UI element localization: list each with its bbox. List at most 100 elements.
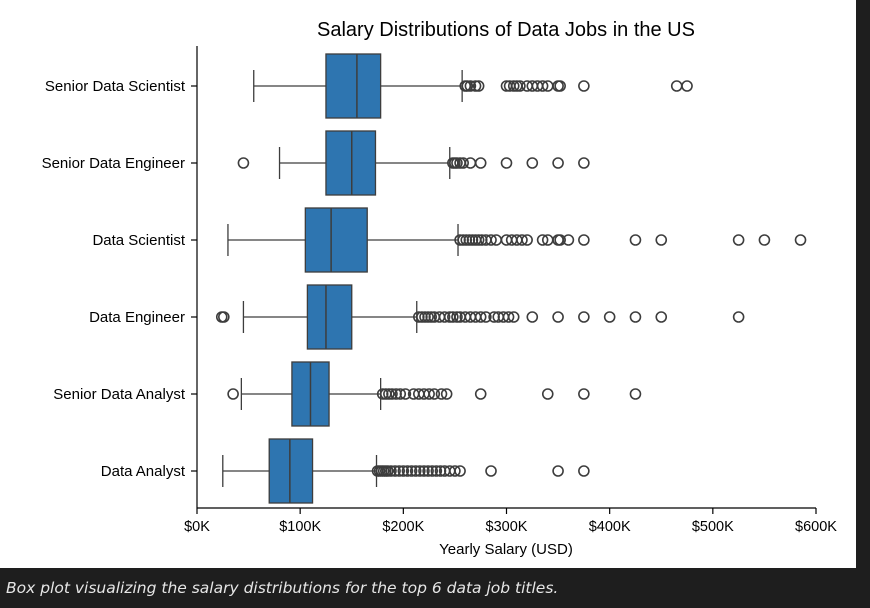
outlier-point — [629, 234, 642, 246]
outlier-point — [457, 157, 469, 169]
outlier-point — [383, 388, 395, 400]
outlier-point — [794, 234, 807, 246]
iqr-box — [268, 438, 314, 504]
outlier-point — [507, 311, 520, 323]
outlier-point — [578, 234, 590, 246]
outlier-point — [655, 234, 668, 246]
outlier-point — [578, 80, 590, 92]
outlier-point — [578, 157, 590, 169]
outlier-point — [382, 465, 394, 477]
outlier-point — [227, 388, 239, 400]
chart-title: Salary Distributions of Data Jobs in the… — [317, 19, 695, 41]
outlier-point — [440, 388, 453, 400]
category-label: Data Scientist — [92, 232, 185, 249]
outlier-point — [554, 234, 566, 246]
x-axis-label: Yearly Salary (USD) — [439, 541, 573, 558]
x-tick-label: $500K — [692, 519, 734, 535]
outlier-point — [629, 311, 642, 323]
outlier-point — [526, 311, 539, 323]
x-tick-label: $600K — [795, 519, 837, 535]
outlier-point — [732, 234, 745, 246]
outlier-point — [472, 234, 485, 246]
outlier-point — [426, 465, 439, 477]
outlier-point — [451, 311, 463, 323]
outlier-point — [469, 80, 482, 92]
outlier-point — [386, 388, 398, 400]
outlier-point — [516, 234, 528, 246]
outlier-point — [438, 311, 451, 323]
outlier-point — [405, 465, 418, 477]
outlier-point — [552, 311, 564, 323]
outlier-point — [521, 234, 533, 246]
outlier-point — [670, 80, 683, 92]
iqr-box — [325, 53, 382, 119]
outlier-point — [435, 388, 448, 400]
box-group: Data Engineer — [89, 284, 745, 350]
outlier-point — [681, 80, 693, 92]
outlier-point — [401, 465, 414, 477]
outlier-point — [507, 80, 520, 92]
box-group: Senior Data Scientist — [45, 53, 693, 119]
outlier-point — [409, 465, 422, 477]
figure-caption: Box plot visualizing the salary distribu… — [6, 579, 559, 597]
outlier-point — [397, 465, 410, 477]
outlier-point — [526, 157, 539, 169]
x-tick-label: $300K — [486, 519, 528, 535]
outlier-point — [552, 465, 564, 477]
iqr-box — [306, 284, 353, 350]
outlier-point — [422, 465, 434, 477]
plot-area: $0K $100K $200K $300K $400K $500K $600K Senior … — [42, 53, 837, 535]
outlier-point — [389, 465, 401, 477]
category-label: Data Analyst — [101, 463, 186, 480]
outlier-point — [418, 465, 430, 477]
outlier-point — [485, 465, 497, 477]
outlier-point — [237, 157, 250, 169]
outlier-point — [578, 311, 590, 323]
outlier-point — [394, 388, 407, 400]
outlier-point — [536, 234, 549, 246]
outlier-point — [428, 388, 441, 400]
outlier-point — [578, 388, 590, 400]
outlier-point — [399, 388, 412, 400]
outlier-point — [393, 465, 406, 477]
outlier-point — [474, 157, 487, 169]
outlier-point — [461, 80, 474, 92]
outlier-point — [578, 465, 590, 477]
iqr-box — [304, 207, 368, 273]
outlier-point — [451, 157, 463, 169]
outlier-point — [474, 311, 487, 323]
box-group: Data Scientist — [92, 207, 807, 273]
outlier-point — [629, 388, 642, 400]
outlier-point — [425, 311, 437, 323]
outlier-point — [472, 80, 485, 92]
box-group: Senior Data Engineer — [42, 130, 590, 196]
iqr-box — [325, 130, 377, 196]
outlier-point — [554, 80, 566, 92]
outlier-point — [385, 465, 397, 477]
category-label: Data Engineer — [89, 309, 185, 326]
outlier-point — [414, 465, 426, 477]
outlier-point — [218, 311, 230, 323]
outlier-point — [603, 311, 616, 323]
category-label: Senior Data Scientist — [45, 78, 186, 95]
box-group: Senior Data Analyst — [53, 361, 642, 427]
figure-frame: Salary Distributions of Data Jobs in the… — [0, 0, 856, 568]
x-tick-label: $0K — [184, 519, 210, 535]
category-label: Senior Data Engineer — [42, 155, 185, 172]
x-tick-label: $400K — [589, 519, 631, 535]
outlier-point — [655, 311, 668, 323]
outlier-point — [500, 157, 513, 169]
outlier-point — [464, 80, 477, 92]
outlier-point — [430, 465, 443, 477]
outlier-point — [502, 311, 515, 323]
outlier-point — [480, 311, 492, 323]
outlier-point — [541, 388, 554, 400]
outlier-point — [485, 234, 497, 246]
outlier-point — [447, 311, 459, 323]
outlier-point — [514, 80, 526, 92]
outlier-point — [422, 311, 434, 323]
outlier-point — [474, 388, 487, 400]
x-tick-label: $100K — [279, 519, 321, 535]
outlier-point — [536, 80, 549, 92]
outlier-point — [464, 157, 477, 169]
